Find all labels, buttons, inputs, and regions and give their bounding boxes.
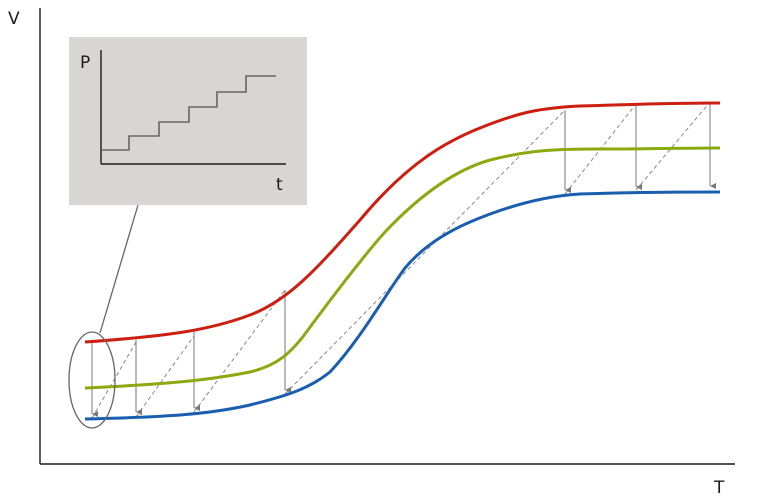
inset-x-label: t (276, 175, 283, 195)
dashed-connector (91, 341, 137, 419)
upper-curve (84, 101, 721, 344)
inset-panel: P t (69, 37, 307, 205)
pointer-line (99, 204, 139, 334)
dashed-connector (135, 335, 195, 418)
middle-curve (84, 146, 721, 390)
inset-y-label: P (80, 53, 90, 73)
dashed-connector (193, 289, 286, 413)
dashed-connector (635, 101, 711, 191)
inset-background (69, 37, 307, 205)
highlight-ellipse (68, 331, 116, 429)
staircase-line (101, 75, 276, 151)
y-axis-label: V (8, 9, 20, 29)
lower-curve (84, 190, 721, 421)
dashed-connector (284, 109, 566, 395)
x-axis-label: T (713, 478, 725, 498)
